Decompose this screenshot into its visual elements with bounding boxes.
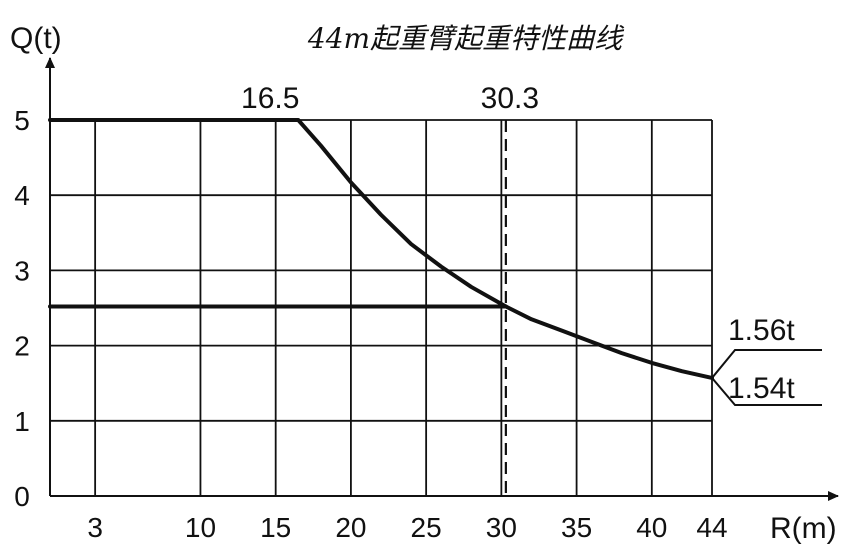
x-tick-label: 20 [335, 512, 366, 543]
y-tick-label: 0 [14, 481, 30, 512]
callout-leader [711, 349, 822, 379]
callout-leader [711, 377, 822, 406]
series-line-1 [48, 118, 714, 380]
y-tick-label: 2 [14, 331, 30, 362]
end-load-annotation: 1.56t [728, 314, 795, 347]
y-tick-label: 3 [14, 255, 30, 286]
x-axis-label: R(m) [770, 512, 837, 545]
axes [45, 57, 839, 501]
y-tick-label: 4 [14, 180, 30, 211]
x-tick-label: 3 [87, 512, 103, 543]
x-tick-label: 44 [696, 512, 727, 543]
radius-annotation: 16.5 [241, 82, 299, 115]
series-group [48, 118, 714, 496]
y-tick-label: 5 [14, 105, 30, 136]
y-axis-label: Q(t) [10, 22, 62, 55]
x-tick-label: 15 [260, 512, 291, 543]
chart-title: 44m起重臂起重特性曲线 [307, 22, 625, 55]
annotations: 16.5 30.3 1.56t 1.54t [241, 82, 822, 406]
y-tick-label: 1 [14, 406, 30, 437]
tick-labels: 3 10 15 20 25 30 35 40 44 0 1 2 3 4 5 [14, 105, 727, 543]
x-tick-label: 35 [561, 512, 592, 543]
end-load-annotation: 1.54t [728, 372, 795, 405]
x-tick-label: 30 [486, 512, 517, 543]
x-tick-label: 25 [411, 512, 442, 543]
x-tick-label: 40 [636, 512, 667, 543]
x-tick-label: 10 [185, 512, 216, 543]
radius-annotation: 30.3 [481, 82, 539, 115]
